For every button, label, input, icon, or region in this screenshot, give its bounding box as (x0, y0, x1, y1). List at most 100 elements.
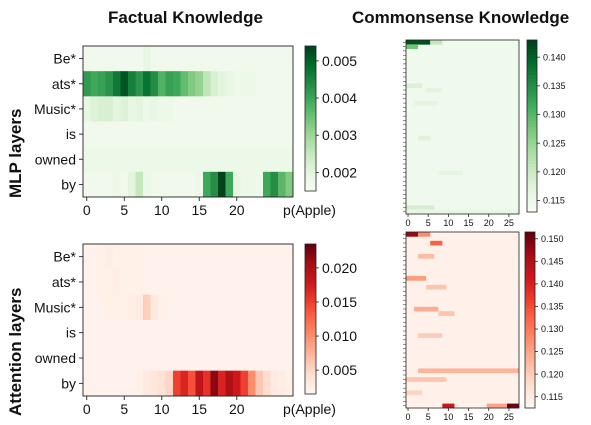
heatmap-cell (180, 146, 189, 173)
heatmap-cell (270, 269, 279, 296)
heatmap-cell (180, 370, 189, 397)
colorbar-segment (305, 244, 316, 248)
colorbar-segment (305, 276, 316, 280)
colorbar-segment (305, 147, 316, 151)
colorbar-segment (305, 326, 316, 330)
heatmap-cell (233, 171, 241, 198)
colorbar-segment (305, 379, 316, 383)
heatmap-cell (120, 46, 129, 72)
x-tick-label: 15 (464, 412, 474, 422)
colorbar-segment (527, 42, 537, 47)
colorbar-segment (305, 130, 316, 134)
heatmap-cell (180, 244, 189, 270)
y-tick-label: is (66, 325, 76, 341)
heatmap-cell (83, 171, 91, 198)
heatmap-cell (210, 269, 219, 296)
heatmap-cell (128, 121, 136, 148)
heatmap-cell (278, 46, 286, 72)
heatmap-cell (90, 146, 99, 173)
heatmap-cell (218, 370, 226, 397)
heatmap-cell (225, 71, 234, 97)
heatmap-cell (83, 269, 91, 296)
heatmap-cell (203, 370, 211, 397)
colorbar-segment (305, 264, 316, 268)
heatmap-cell (135, 71, 144, 97)
heatmap-cell (150, 121, 159, 148)
heatmap-cell (248, 320, 256, 346)
heatmap-cell (165, 320, 174, 346)
colorbar-segment (525, 246, 535, 251)
heatmap-cell (263, 294, 271, 321)
heatmap-cell (426, 87, 443, 93)
colorbar-segment (305, 274, 316, 278)
heatmap-cell (165, 96, 174, 122)
colorbar-segment (305, 75, 316, 79)
heatmap-cell (270, 121, 279, 148)
heatmap-cell (105, 294, 114, 321)
colorbar-segment (525, 276, 535, 280)
heatmap-cell (135, 96, 144, 122)
colorbar-segment (527, 45, 537, 50)
colorbar-frame (524, 231, 536, 409)
colorbar-segment (305, 249, 316, 253)
heatmap-cell (188, 269, 196, 296)
heatmap-cell (210, 345, 219, 372)
heatmap-cell (486, 403, 507, 409)
heatmap-cell (165, 71, 174, 97)
heatmap-cell (188, 96, 196, 122)
heatmap-cell (233, 345, 241, 372)
heatmap-cell (225, 171, 234, 198)
colorbar-segment (305, 371, 316, 375)
colorbar-segment (305, 271, 316, 275)
heatmap-cell (128, 171, 136, 198)
heatmap-cell (218, 146, 226, 173)
heatmap-cell (203, 96, 211, 122)
heatmap-cell (105, 71, 114, 97)
heatmap-cell (165, 121, 174, 148)
colorbar-segment (527, 117, 537, 121)
colorbar-segment (305, 286, 316, 290)
colorbar-segment (305, 176, 316, 180)
colorbar-label: p(Apple) (283, 401, 336, 417)
colorbar-segment (525, 240, 535, 245)
colorbar-segment (527, 206, 537, 210)
x-tick-label: 10 (154, 401, 170, 417)
heatmap-cell (113, 370, 121, 397)
heatmap-cell (233, 46, 241, 72)
colorbar-segment (527, 111, 537, 116)
heatmap-cell (218, 46, 226, 72)
column-title-commonsense: Commonsense Knowledge (352, 8, 570, 27)
heatmap-cell (143, 269, 151, 296)
colorbar-segment (525, 261, 535, 265)
colorbar-tick-label: 0.140 (541, 279, 564, 289)
heatmap-cell (188, 320, 196, 346)
heatmap-cell (255, 345, 264, 372)
heatmap-cell (203, 320, 211, 346)
colorbar-segment (527, 166, 537, 170)
heatmap-cell (165, 146, 174, 173)
colorbar-segment (305, 91, 316, 95)
heatmap-cell (135, 244, 144, 270)
heatmap-cell (255, 121, 264, 148)
heatmap-cell (263, 46, 271, 72)
heatmap-cell (173, 121, 181, 148)
x-tick-label: 25 (504, 218, 514, 228)
heatmap-cell (98, 46, 106, 72)
heatmap-cell (270, 46, 279, 72)
heatmap-cell (218, 244, 226, 270)
heatmap-cell (128, 269, 136, 296)
heatmap-cell (188, 46, 196, 72)
heatmap-cell (128, 294, 136, 321)
heatmap-cell (263, 96, 271, 122)
colorbar-segment (305, 111, 316, 115)
x-tick-label: 15 (191, 401, 207, 417)
heatmap-cell (285, 269, 294, 296)
heatmap-cell (195, 96, 204, 122)
heatmap-cell (158, 294, 166, 321)
heatmap-cell (263, 146, 271, 173)
colorbar-segment (527, 40, 537, 44)
colorbar-segment (527, 83, 537, 87)
heatmap-cell (285, 244, 294, 270)
y-tick-label: is (66, 126, 76, 142)
colorbar-segment (305, 108, 316, 112)
